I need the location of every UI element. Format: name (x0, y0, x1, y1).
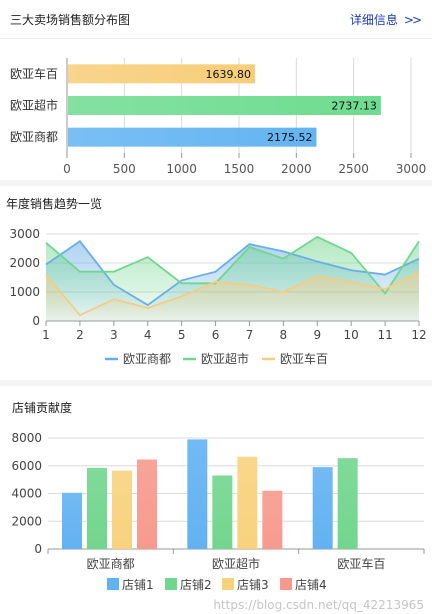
series-line (45, 270, 420, 317)
x-tick-label: 3000 (396, 162, 427, 176)
x-tick-label: 4 (144, 328, 152, 342)
details-link-label: 详细信息 (349, 13, 398, 27)
x-tick-label: 12 (411, 328, 426, 342)
y-tick-label: 3000 (9, 227, 40, 241)
contrib-panel-header: 店铺贡献度 (0, 386, 432, 424)
double-chevron-right-icon: >> (403, 13, 422, 27)
bar-value-label: 2175.52 (267, 131, 313, 144)
x-category-label: 欧亚商都 (87, 556, 135, 571)
x-tick-label: 9 (313, 328, 321, 342)
sales-panel-title: 三大卖场销售额分布图 (10, 13, 131, 27)
x-tick-label: 6 (212, 328, 220, 342)
legend-label: 欧亚车百 (280, 351, 328, 366)
series-line (45, 240, 420, 307)
bar (312, 467, 333, 549)
legend-label: 店铺4 (295, 578, 327, 592)
y-category-label: 欧亚车百 (10, 66, 58, 81)
bar (68, 64, 256, 84)
details-link[interactable]: 详细信息 >> (349, 11, 422, 28)
bar (68, 127, 317, 147)
bar (337, 458, 358, 549)
contrib-panel-title: 店铺贡献度 (12, 401, 73, 415)
trend-panel-header: 年度销售趋势一览 (0, 186, 432, 224)
x-tick-label: 3 (110, 328, 118, 342)
x-tick-label: 10 (344, 328, 359, 342)
bar (62, 492, 82, 549)
store-contribution-panel: 店铺贡献度 0 2000 4000 6000 8000 欧亚商都 欧亚超市 欧亚车百店铺1 店铺… (0, 386, 432, 614)
bar (187, 439, 208, 549)
sales-panel-header: 三大卖场销售额分布图 详细信息 >> (0, 0, 432, 39)
series-line (45, 235, 420, 295)
legend-swatch (165, 578, 177, 590)
x-tick-label: 1 (42, 328, 50, 342)
x-tick-label: 5 (178, 328, 186, 342)
x-tick-label: 1500 (224, 162, 255, 176)
x-tick-label: 500 (113, 162, 136, 176)
legend-swatch (222, 578, 234, 590)
y-tick-label: 2000 (11, 514, 42, 528)
y-tick-label: 2000 (9, 256, 40, 270)
x-tick-label: 8 (280, 328, 288, 342)
x-tick-label: 7 (246, 328, 254, 342)
bar (87, 467, 107, 549)
y-tick-label: 1000 (9, 285, 40, 299)
x-tick-label: 2500 (338, 162, 369, 176)
legend-swatch (280, 578, 292, 590)
annual-trend-panel: 年度销售趋势一览 0 1000 2000 3000 1 2 3 4 5 6 7 8 9 10 11 12 欧亚商… (0, 186, 432, 380)
section-divider (0, 180, 432, 186)
y-tick-label: 0 (32, 314, 40, 328)
sales-horizontal-bar-chart: 0 500 1000 1500 2000 2500 3000 欧亚商都 2175.52 欧亚超市 2… (10, 58, 427, 176)
y-tick-label: 6000 (11, 459, 42, 473)
bar (137, 459, 157, 549)
bar (237, 456, 258, 549)
sales-distribution-panel: 三大卖场销售额分布图 详细信息 >> 0 500 1000 1500 2000 2500 30… (0, 0, 432, 180)
bar-value-label: 1639.80 (206, 68, 252, 81)
x-tick-label: 11 (377, 328, 392, 342)
section-divider (0, 380, 432, 386)
legend-label: 欧亚超市 (201, 351, 249, 366)
y-category-label: 欧亚商都 (10, 129, 58, 144)
legend-label: 店铺2 (180, 578, 212, 592)
x-tick-label: 2 (76, 328, 84, 342)
legend-label: 店铺1 (122, 578, 154, 592)
bar (68, 96, 381, 115)
y-tick-label: 8000 (11, 431, 42, 445)
y-tick-label: 4000 (11, 487, 42, 501)
legend-label: 欧亚商都 (123, 351, 171, 366)
y-tick-label: 0 (34, 542, 42, 556)
legend-label: 店铺3 (237, 578, 269, 592)
bar-value-label: 2737.13 (331, 100, 377, 113)
x-category-label: 欧亚超市 (212, 556, 260, 571)
x-tick-label: 2000 (281, 162, 312, 176)
bar (212, 475, 233, 549)
x-category-label: 欧亚车百 (337, 556, 385, 571)
trend-panel-title: 年度销售趋势一览 (6, 197, 103, 211)
legend-swatch (107, 578, 119, 590)
x-tick-label: 1000 (166, 162, 197, 176)
x-tick-label: 0 (63, 162, 71, 176)
series-area (46, 271, 419, 321)
bar (112, 470, 132, 549)
bar (262, 490, 283, 549)
y-category-label: 欧亚超市 (10, 98, 58, 113)
